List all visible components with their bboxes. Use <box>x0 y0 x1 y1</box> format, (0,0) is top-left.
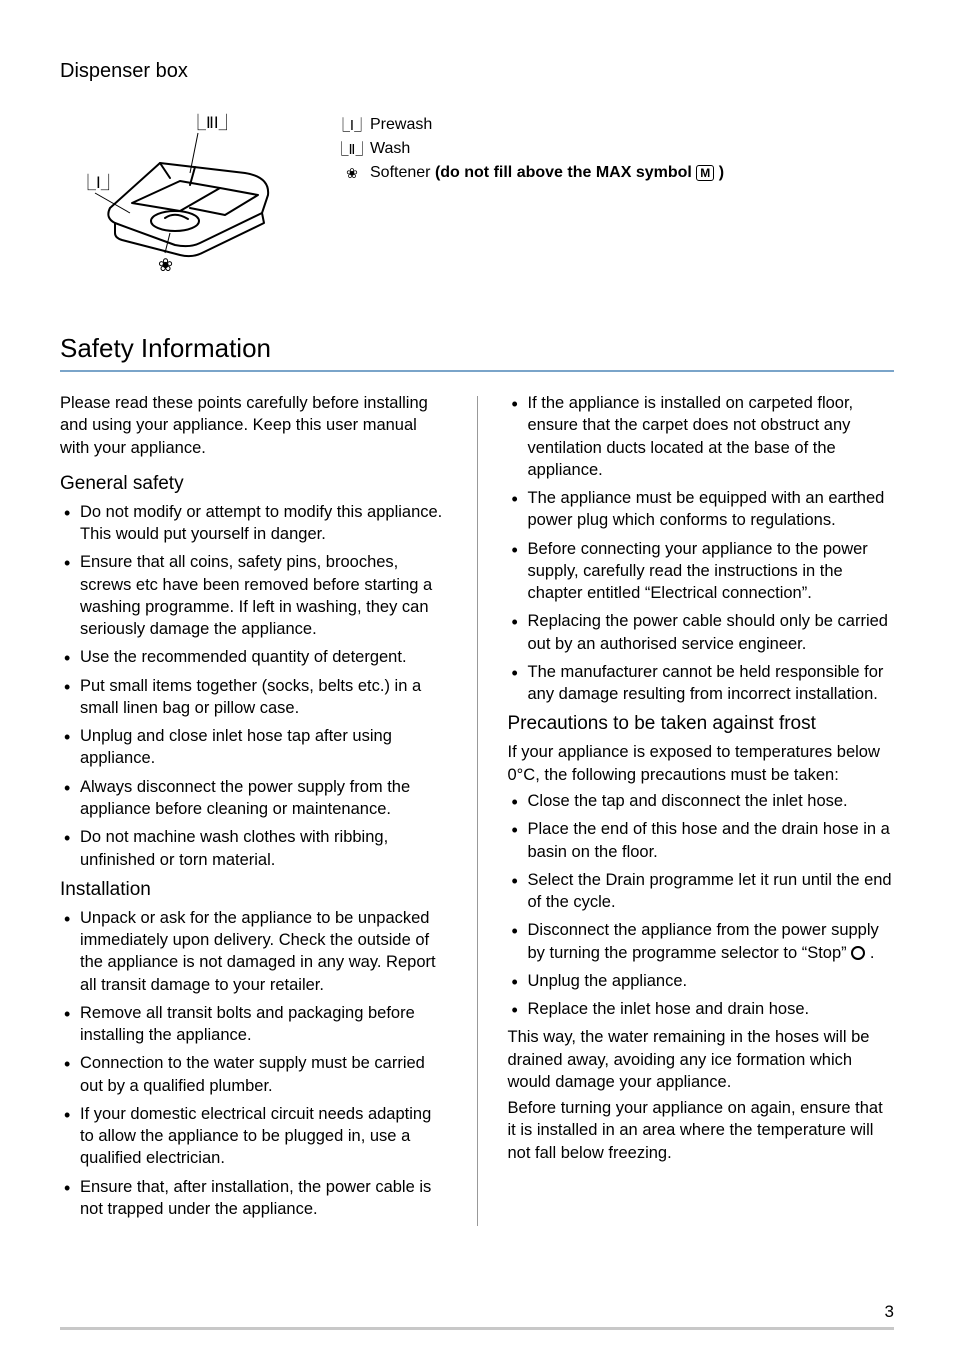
legend-wash: ⎿Ⅱ⏌ Wash <box>340 137 894 161</box>
page-number: 3 <box>885 1302 894 1322</box>
list-item: Select the Drain programme let it run un… <box>508 869 895 914</box>
dispenser-section: Dispenser box ⎿ⅡⅠ⏌ ⎿Ⅰ⏌ ❀ <box>60 60 894 273</box>
list-item: Ensure that all coins, safety pins, broo… <box>60 551 447 640</box>
stop-icon <box>851 946 865 960</box>
list-item: Replacing the power cable should only be… <box>508 610 895 655</box>
list-item: Unplug and close inlet hose tap after us… <box>60 725 447 770</box>
wash-icon: ⎿Ⅱ⏌ <box>340 140 364 158</box>
list-item: The appliance must be equipped with an e… <box>508 487 895 532</box>
list-item: The manufacturer cannot be held responsi… <box>508 661 895 706</box>
dispenser-legend: ⎿Ⅰ⏌ Prewash ⎿Ⅱ⏌ Wash ❀ Softener (do not … <box>340 103 894 273</box>
list-item: Always disconnect the power supply from … <box>60 776 447 821</box>
list-item: Unplug the appliance. <box>508 970 895 992</box>
installation-list-left: Unpack or ask for the appliance to be un… <box>60 907 447 1220</box>
legend-prewash-label: Prewash <box>370 113 432 137</box>
list-item: Close the tap and disconnect the inlet h… <box>508 790 895 812</box>
list-item: Use the recommended quantity of detergen… <box>60 646 447 668</box>
dispenser-title: Dispenser box <box>60 60 894 83</box>
list-item: Place the end of this hose and the drain… <box>508 818 895 863</box>
general-list: Do not modify or attempt to modify this … <box>60 501 447 871</box>
installation-list-right: If the appliance is installed on carpete… <box>508 392 895 705</box>
legend-prewash: ⎿Ⅰ⏌ Prewash <box>340 113 894 137</box>
frost-list: Close the tap and disconnect the inlet h… <box>508 790 895 1020</box>
frost-outro2: Before turning your appliance on again, … <box>508 1097 895 1164</box>
list-item: Remove all transit bolts and packaging b… <box>60 1002 447 1047</box>
safety-heading: Safety Information <box>60 333 894 364</box>
legend-wash-label: Wash <box>370 137 410 161</box>
svg-text:⎿Ⅰ⏌: ⎿Ⅰ⏌ <box>80 173 117 192</box>
list-item: Do not modify or attempt to modify this … <box>60 501 447 546</box>
prewash-icon: ⎿Ⅰ⏌ <box>340 116 364 134</box>
max-icon: M <box>696 165 714 181</box>
two-column-layout: Please read these points carefully befor… <box>60 392 894 1226</box>
dispenser-diagram: ⎿ⅡⅠ⏌ ⎿Ⅰ⏌ ❀ <box>60 103 290 273</box>
list-item: Replace the inlet hose and drain hose. <box>508 998 895 1020</box>
list-item: Ensure that, after installation, the pow… <box>60 1176 447 1221</box>
safety-intro: Please read these points carefully befor… <box>60 392 447 459</box>
column-divider <box>477 396 478 1226</box>
legend-softener: ❀ Softener (do not fill above the MAX sy… <box>340 161 894 185</box>
svg-text:⎿ⅡⅠ⏌: ⎿ⅡⅠ⏌ <box>190 113 235 132</box>
dispenser-row: ⎿ⅡⅠ⏌ ⎿Ⅰ⏌ ❀ <box>60 103 894 273</box>
list-item: If the appliance is installed on carpete… <box>508 392 895 481</box>
left-column: Please read these points carefully befor… <box>60 392 447 1226</box>
svg-text:❀: ❀ <box>158 255 173 273</box>
footer-rule <box>60 1327 894 1330</box>
list-item: If your domestic electrical circuit need… <box>60 1103 447 1170</box>
list-item: Do not machine wash clothes with ribbing… <box>60 826 447 871</box>
frost-intro: If your appliance is exposed to temperat… <box>508 741 895 786</box>
legend-softener-bold-end: ) <box>714 164 724 181</box>
frost-outro1: This way, the water remaining in the hos… <box>508 1026 895 1093</box>
list-item: Put small items together (socks, belts e… <box>60 675 447 720</box>
list-item: Unpack or ask for the appliance to be un… <box>60 907 447 996</box>
frost-heading: Precautions to be taken against frost <box>508 713 895 735</box>
softener-icon: ❀ <box>340 164 364 182</box>
general-heading: General safety <box>60 473 447 495</box>
legend-softener-bold: (do not fill above the MAX symbol <box>435 164 696 181</box>
heading-underline <box>60 370 894 372</box>
installation-heading: Installation <box>60 879 447 901</box>
right-column: If the appliance is installed on carpete… <box>508 392 895 1226</box>
legend-softener-text: Softener <box>370 164 435 181</box>
list-item: Disconnect the appliance from the power … <box>508 919 895 964</box>
list-item: Before connecting your appliance to the … <box>508 538 895 605</box>
list-item: Connection to the water supply must be c… <box>60 1052 447 1097</box>
